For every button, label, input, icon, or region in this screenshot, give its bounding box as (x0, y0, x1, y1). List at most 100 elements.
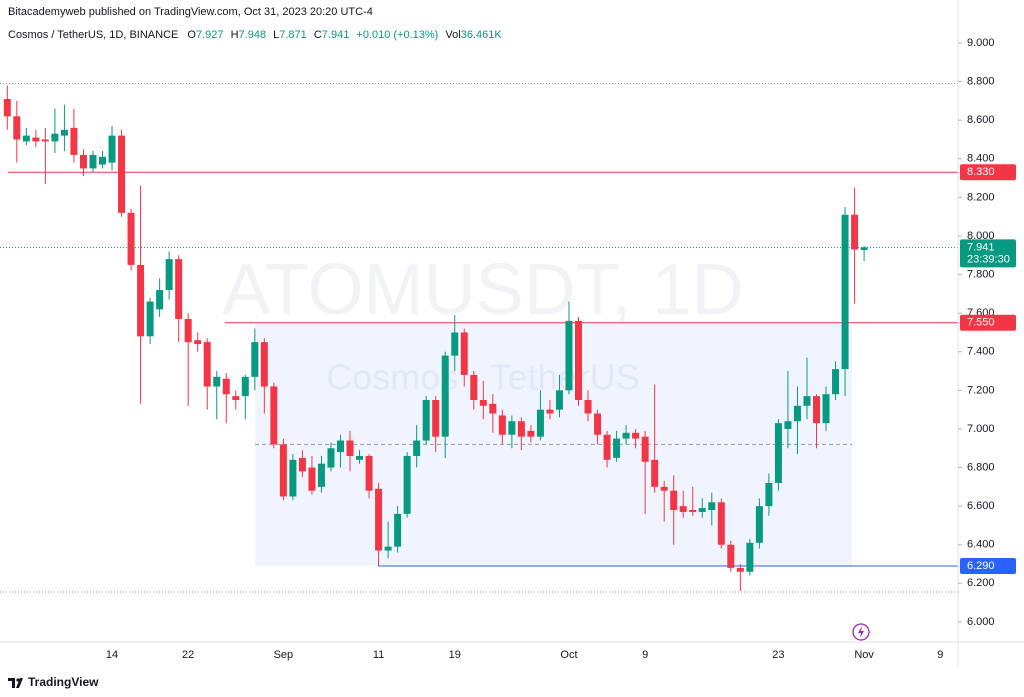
y-tick-label: 8.200 (967, 191, 995, 203)
candle-body (413, 440, 421, 456)
candle-body (584, 400, 592, 414)
candle-body (127, 212, 135, 265)
y-tick-label: 6.400 (967, 539, 995, 551)
candle-body (41, 139, 49, 142)
open-label: O (187, 29, 196, 41)
close-label: C (314, 29, 322, 41)
candle-body (146, 301, 154, 337)
y-tick-label: 7.800 (967, 268, 995, 280)
candle-body (546, 409, 554, 414)
candle-body (555, 390, 563, 410)
candle-body (32, 137, 40, 142)
candle-body (194, 340, 202, 345)
legend: Cosmos / TetherUS, 1D, BINANCE O7.927 H7… (8, 29, 502, 41)
change: +0.010 (+0.13%) (356, 29, 438, 41)
candle-body (308, 467, 316, 491)
candle-body (432, 400, 440, 437)
candle-body (79, 154, 87, 169)
candle-body (470, 374, 478, 400)
candle-body (736, 567, 744, 572)
candle-body (375, 488, 383, 551)
candle-body (317, 463, 325, 487)
alert-icon[interactable] (852, 623, 870, 641)
candle-body (822, 394, 830, 424)
volume-value: 36.461K (461, 29, 503, 41)
y-tick-label: 8.800 (967, 75, 995, 87)
y-tick-label: 6.200 (967, 577, 995, 589)
candle-body (813, 396, 820, 424)
candle-body (384, 546, 392, 551)
symbol-title: Cosmos / TetherUS, 1D, BINANCE (8, 29, 178, 41)
candle-body (622, 432, 630, 439)
candle-body (327, 448, 335, 468)
candle-body (689, 510, 697, 512)
candle-body (13, 116, 21, 140)
y-tick-label: 6.800 (967, 461, 995, 473)
y-tick-label: 7.000 (967, 423, 995, 435)
candle-body (651, 459, 659, 487)
candle-body (22, 135, 30, 142)
candle-body (698, 508, 706, 512)
level-label: 6.290 (967, 560, 995, 572)
candle-body (517, 421, 525, 437)
low-value: 7.871 (279, 29, 307, 41)
candle-body (746, 542, 754, 572)
candle-body (232, 396, 240, 400)
high-value: 7.948 (239, 29, 267, 41)
current-price-label: 7.941 (967, 241, 995, 253)
candle-body (289, 459, 297, 497)
candle-body (203, 342, 211, 387)
candle-body (118, 135, 126, 213)
candle-body (641, 436, 649, 462)
candle-body (594, 413, 602, 435)
volume-label: Vol (445, 29, 460, 41)
y-tick-label: 6.000 (967, 616, 995, 628)
candle-body (536, 409, 544, 437)
candle-body (99, 156, 106, 165)
candle-body (213, 376, 221, 387)
candle-body (165, 259, 173, 290)
logo: TradingView (8, 675, 99, 689)
candle-body (841, 214, 849, 370)
candle-body (765, 482, 773, 507)
x-tick-label: 19 (449, 649, 461, 661)
current-price-badge (960, 239, 1016, 268)
candle-body (832, 369, 840, 395)
logo-dot (16, 678, 20, 682)
publisher: Bitacademyweb published on TradingView.c… (8, 6, 373, 18)
candle-body (793, 405, 801, 422)
candle-body (137, 264, 145, 337)
candle-body (346, 440, 354, 456)
candle-body (60, 129, 68, 136)
y-tick-label: 9.000 (967, 37, 995, 49)
y-tick-label: 7.200 (967, 384, 995, 396)
candle-body (603, 434, 611, 460)
candle-body (394, 513, 402, 547)
high-label: H (231, 29, 239, 41)
candle-body (270, 386, 278, 445)
candle-body (860, 247, 868, 251)
alert-bolt (858, 626, 864, 638)
y-tick-label: 8.600 (967, 114, 995, 126)
candle-body (89, 154, 97, 169)
candle-body (298, 457, 306, 472)
x-tick-label: 23 (772, 649, 784, 661)
candle-body (441, 355, 449, 437)
alert-circle[interactable] (852, 623, 870, 641)
candle-body (803, 396, 811, 406)
candle-body (565, 320, 573, 391)
low-label: L (273, 29, 279, 41)
candle-body (460, 332, 468, 375)
candle-body (365, 455, 373, 491)
candle-body (679, 506, 687, 512)
candle-body (279, 444, 287, 497)
candle-body (784, 421, 792, 429)
level-label: 7.550 (967, 317, 995, 329)
candle-body (575, 320, 582, 400)
y-tick-label: 8.400 (967, 153, 995, 165)
candle-body (755, 506, 763, 543)
close-value: 7.941 (322, 29, 350, 41)
candle-body (670, 490, 678, 510)
